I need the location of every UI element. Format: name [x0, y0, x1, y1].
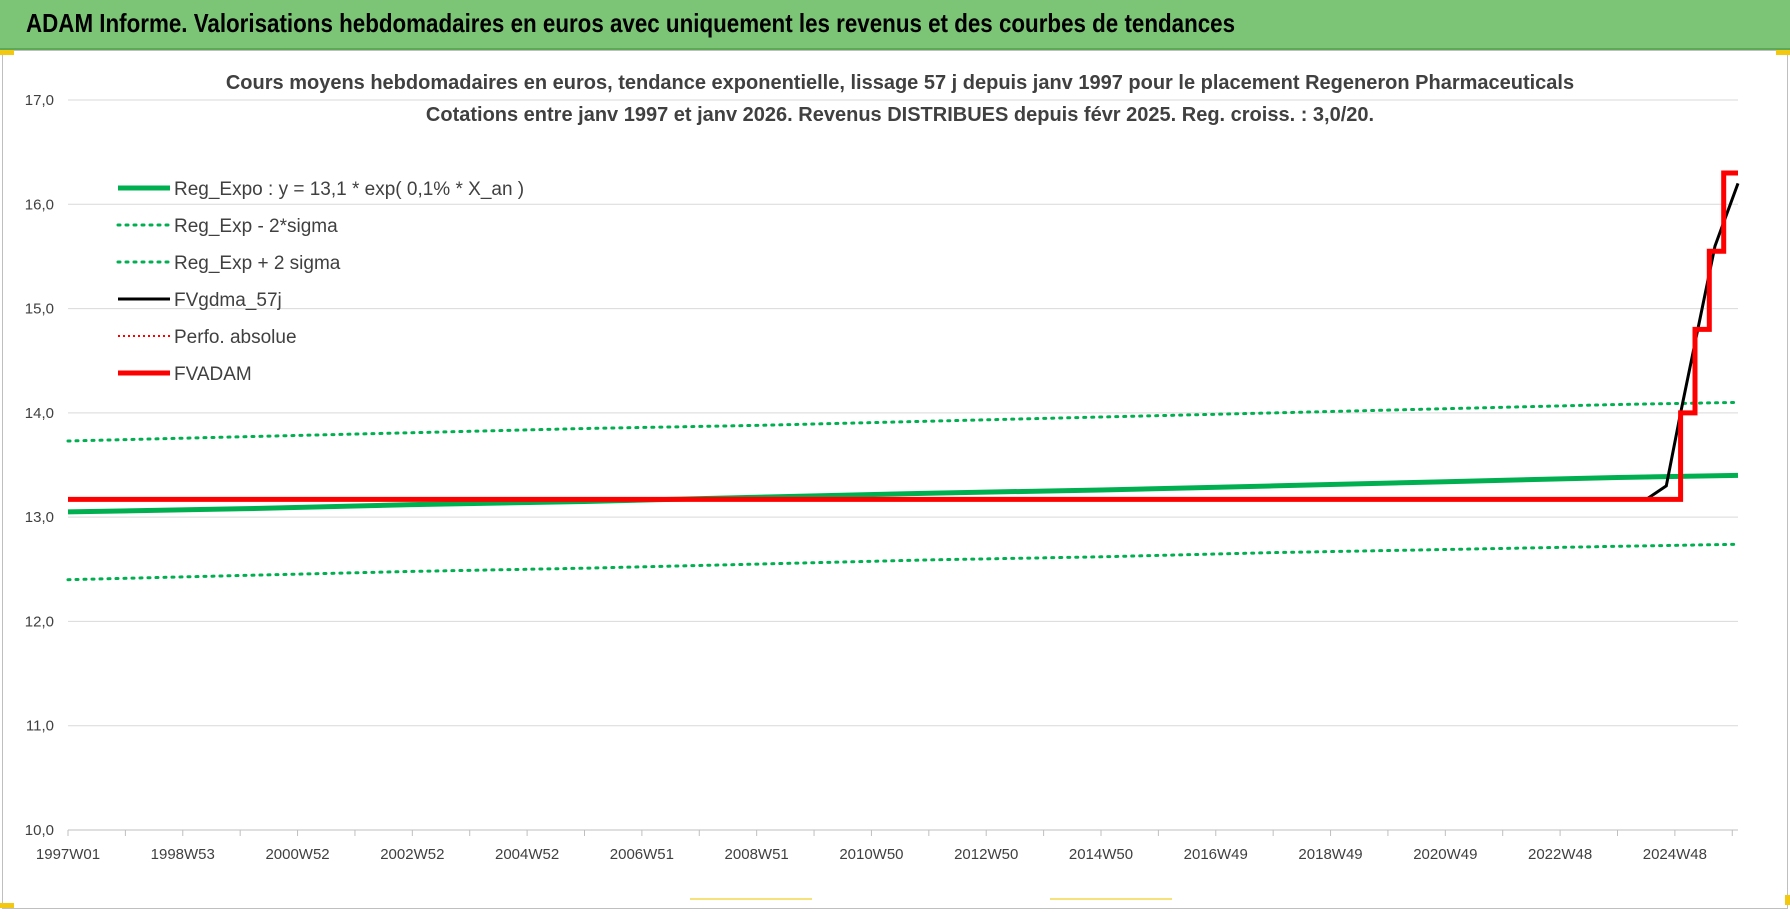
x-tick-label: 2000W52	[265, 846, 329, 863]
header-banner: ADAM Informe. Valorisations hebdomadaire…	[0, 0, 1790, 50]
x-tick-label: 2022W48	[1528, 846, 1592, 863]
corner-marker	[1785, 895, 1790, 905]
x-tick-label: 2006W51	[610, 846, 674, 863]
x-tick-label: 2010W50	[839, 846, 903, 863]
x-tick-label: 2016W49	[1184, 846, 1248, 863]
x-tick-label: 2012W50	[954, 846, 1018, 863]
series-line-2	[66, 400, 1740, 443]
chart-title-line-1: Cours moyens hebdomadaires en euros, ten…	[225, 72, 1575, 94]
x-tick-label: 2024W48	[1643, 846, 1707, 863]
corner-marker	[0, 50, 14, 55]
legend-label: Reg_Exp - 2*sigma	[174, 216, 338, 237]
x-tick-label: 2018W49	[1298, 846, 1362, 863]
legend-label: Reg_Exp + 2 sigma	[174, 253, 341, 274]
y-tick-label: 14,0	[25, 405, 54, 422]
y-tick-label: 12,0	[25, 613, 54, 630]
x-tick-label: 1998W53	[151, 846, 215, 863]
bottom-marker	[690, 898, 812, 900]
y-tick-label: 15,0	[25, 301, 54, 318]
corner-marker	[0, 903, 14, 908]
x-tick-label: 1997W01	[36, 846, 100, 863]
legend-label: FVADAM	[174, 364, 252, 385]
bottom-marker	[1050, 898, 1172, 900]
y-tick-label: 17,0	[25, 92, 54, 109]
y-tick-label: 10,0	[25, 822, 54, 839]
corner-marker	[1776, 50, 1790, 55]
chart-frame	[2, 50, 1788, 909]
x-tick-label: 2002W52	[380, 846, 444, 863]
page-title: ADAM Informe. Valorisations hebdomadaire…	[26, 8, 1236, 38]
x-tick-label: 2014W50	[1069, 846, 1133, 863]
x-tick-label: 2008W51	[725, 846, 789, 863]
y-tick-label: 13,0	[25, 509, 54, 526]
series-line-5	[68, 170, 1738, 502]
series-line-1	[66, 542, 1740, 582]
legend-label: Perfo. absolue	[174, 327, 297, 348]
legend-label: FVgdma_57j	[174, 290, 282, 311]
legend-label: Reg_Expo : y = 13,1 * exp( 0,1% * X_an )	[174, 179, 524, 200]
x-tick-label: 2004W52	[495, 846, 559, 863]
chart-title-line-2: Cotations entre janv 1997 et janv 2026. …	[425, 104, 1375, 126]
x-tick-label: 2020W49	[1413, 846, 1477, 863]
series-line-0	[67, 472, 1739, 515]
y-tick-label: 11,0	[26, 718, 54, 735]
y-tick-label: 16,0	[25, 196, 54, 213]
